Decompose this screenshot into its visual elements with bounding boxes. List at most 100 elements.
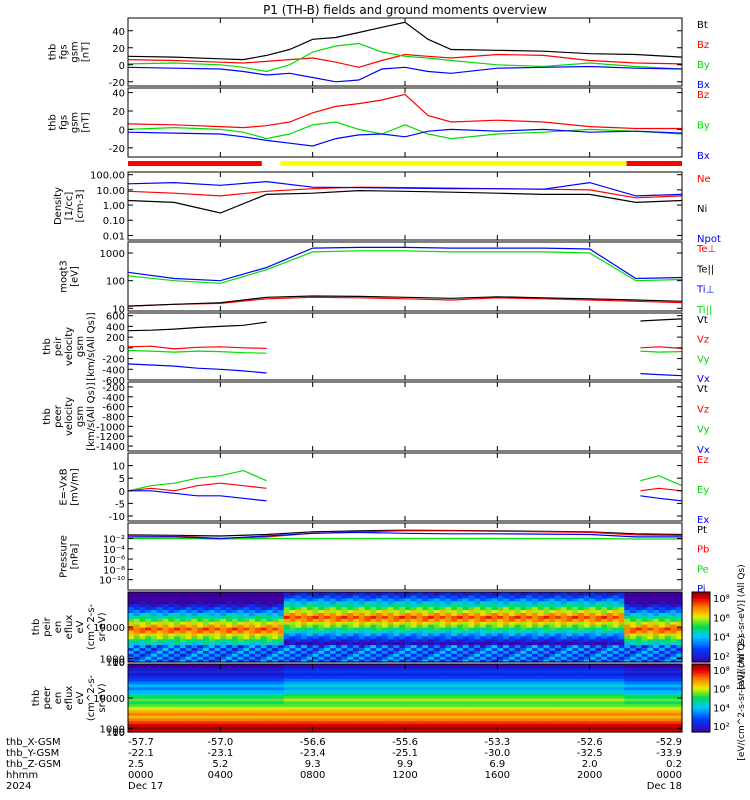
heatmap-cell (433, 629, 441, 634)
heatmap-cell (179, 597, 187, 602)
heatmap-cell (641, 669, 648, 674)
heatmap-cell (295, 672, 302, 676)
heatmap-cell (641, 644, 648, 649)
heatmap-cell (514, 709, 522, 713)
heatmap-cell (578, 726, 585, 730)
heatmap-cell (439, 659, 446, 663)
heatmap-cell (358, 689, 366, 693)
heatmap-cell (376, 600, 383, 605)
heatmap-cell (370, 659, 377, 663)
heatmap-cell (405, 672, 412, 676)
heatmap-cell (606, 712, 614, 716)
heatmap-cell (653, 681, 660, 685)
heatmap-cell (456, 695, 464, 699)
heatmap-cell (133, 712, 141, 716)
heatmap-cell (606, 720, 614, 725)
heatmap-cell (468, 635, 475, 640)
heatmap-cell (416, 653, 423, 657)
heatmap-cell (497, 615, 504, 619)
heatmap-cell (151, 659, 158, 663)
heatmap-cell (312, 653, 320, 657)
heatmap-cell (468, 729, 475, 733)
heatmap-cell (485, 641, 493, 646)
heatmap-cell (439, 675, 446, 679)
heatmap-cell (295, 635, 302, 640)
heatmap-cell (606, 627, 614, 631)
heatmap-cell (405, 675, 412, 679)
heatmap-cell (606, 632, 614, 637)
heatmap-cell (428, 629, 435, 634)
y-tick-label: 10⁻² (103, 534, 125, 545)
heatmap-cell (572, 726, 579, 730)
heatmap-cell (514, 600, 522, 605)
heatmap-cell (266, 669, 273, 674)
heatmap-cell (474, 726, 481, 730)
heatmap-cell (560, 600, 568, 605)
heatmap-cell (641, 664, 648, 668)
heatmap-cell (555, 723, 562, 727)
heatmap-cell (612, 612, 620, 616)
heatmap-cell (503, 686, 510, 691)
heatmap-cell (583, 606, 591, 611)
heatmap-cell (624, 723, 631, 727)
heatmap-cell (324, 647, 331, 651)
heatmap-cell (410, 706, 418, 710)
heatmap-cell (324, 709, 331, 713)
heatmap-cell (226, 681, 233, 685)
heatmap-cell (641, 606, 648, 611)
heatmap-cell (272, 700, 279, 705)
heatmap-cell (653, 715, 660, 719)
heatmap-cell (341, 715, 348, 719)
series-line (640, 346, 683, 349)
heatmap-cell (329, 729, 337, 733)
heatmap-cell (451, 720, 458, 725)
heatmap-cell (254, 629, 262, 634)
heatmap-cell (295, 629, 302, 634)
heatmap-cell (520, 689, 527, 693)
heatmap-cell (376, 715, 383, 719)
heatmap-cell (462, 656, 470, 660)
heatmap-cell (128, 647, 135, 651)
heatmap-cell (474, 686, 481, 691)
heatmap-cell (485, 672, 493, 676)
heatmap-cell (139, 666, 146, 671)
heatmap-cell (220, 621, 227, 625)
heatmap-cell (347, 656, 354, 660)
heatmap-cell (266, 641, 273, 646)
heatmap-cell (399, 597, 406, 602)
heatmap-cell (289, 681, 296, 685)
heatmap-cell (168, 600, 175, 605)
heatmap-cell (185, 641, 193, 646)
heatmap-cell (468, 666, 475, 671)
heatmap-cell (670, 672, 677, 676)
heatmap-cell (312, 686, 320, 691)
heatmap-cell (370, 703, 377, 708)
heatmap-cell (566, 627, 573, 631)
heatmap-cell (353, 641, 360, 646)
heatmap-cell (468, 723, 475, 727)
series-line (640, 495, 683, 502)
heatmap-cell (526, 672, 533, 676)
heatmap-cell (514, 638, 522, 643)
heatmap-cell (197, 669, 204, 674)
heatmap-cell (266, 692, 273, 696)
heatmap-cell (445, 635, 452, 640)
heatmap-cell (249, 712, 256, 716)
heatmap-cell (474, 621, 481, 625)
heatmap-cell (428, 624, 435, 628)
heatmap-cell (456, 675, 464, 679)
heatmap-cell (526, 624, 533, 628)
heatmap-cell (185, 703, 193, 708)
heatmap-cell (606, 615, 614, 619)
heatmap-cell (474, 669, 481, 674)
heatmap-cell (491, 712, 498, 716)
heatmap-cell (526, 612, 533, 616)
heatmap-cell (422, 700, 429, 705)
heatmap-cell (272, 703, 279, 708)
heatmap-cell (139, 695, 146, 699)
heatmap-cell (226, 672, 233, 676)
heatmap-cell (474, 594, 481, 599)
heatmap-cell (676, 700, 683, 705)
heatmap-cell (185, 712, 193, 716)
heatmap-cell (393, 726, 400, 730)
